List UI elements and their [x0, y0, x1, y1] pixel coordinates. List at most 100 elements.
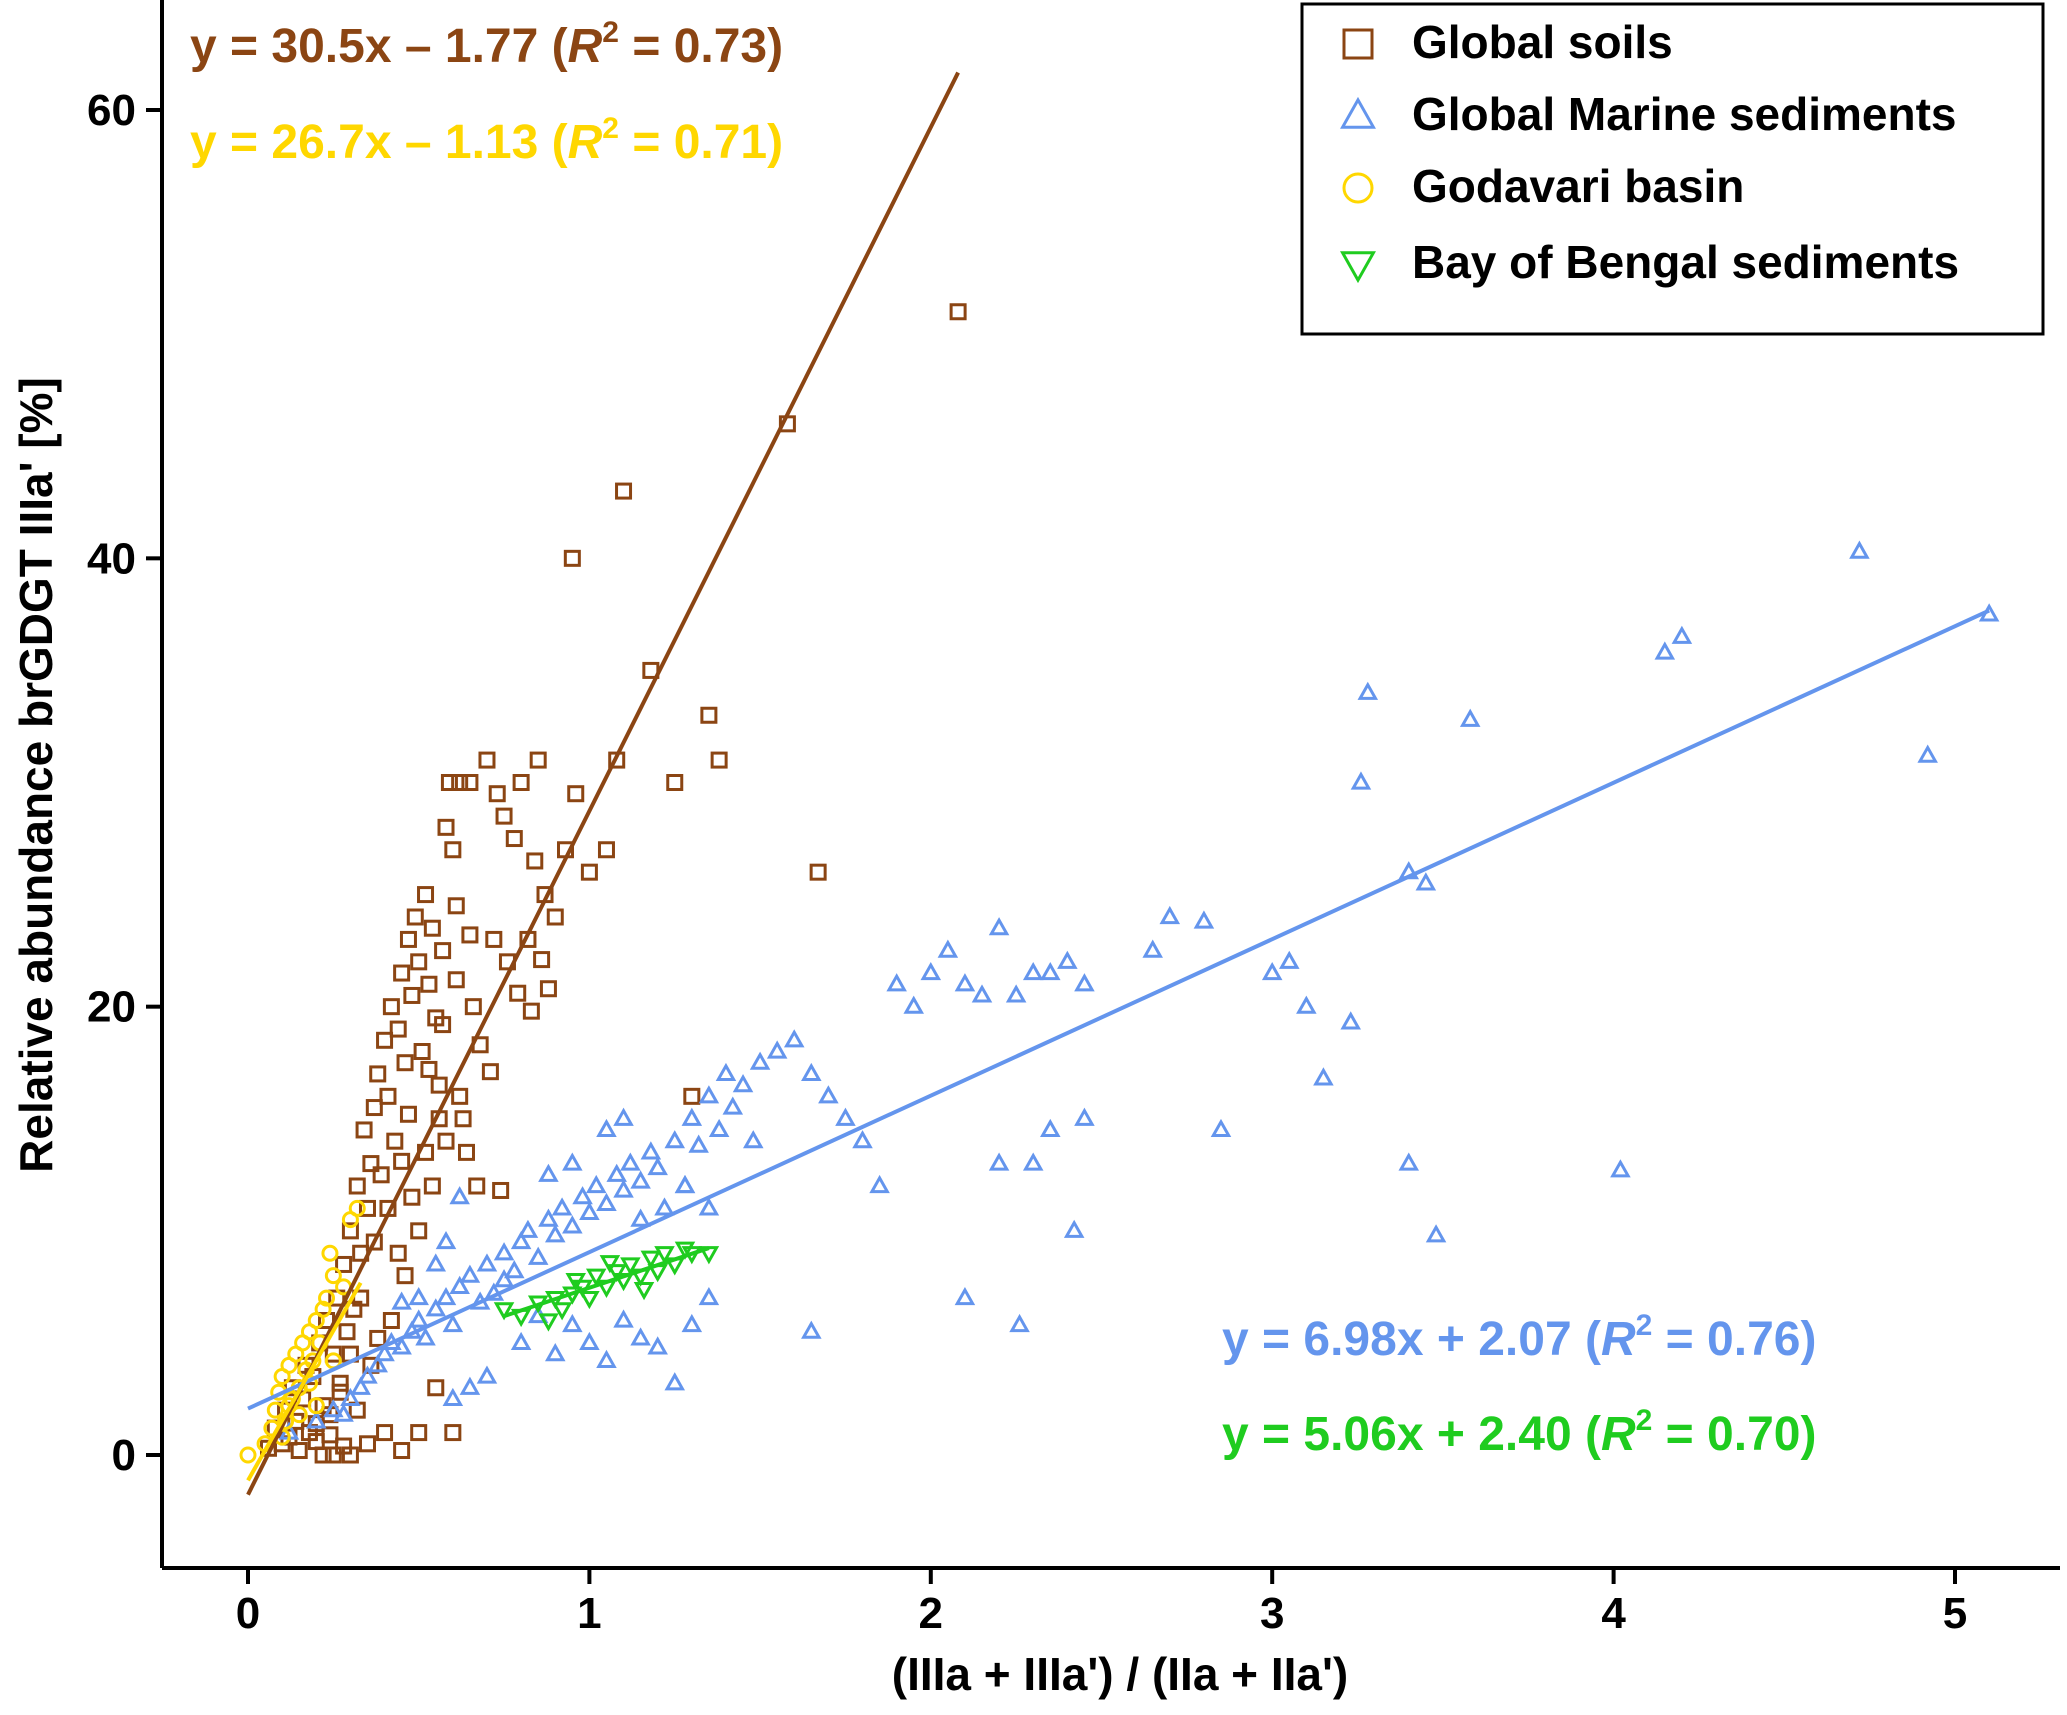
- data-point: [403, 986, 421, 1004]
- data-point: [442, 1387, 464, 1407]
- data-point: [615, 482, 633, 500]
- fit-line: [246, 71, 960, 1496]
- legend-item: Global Marine sediments: [1340, 88, 1956, 140]
- data-point: [324, 1345, 342, 1363]
- data-point: [1005, 984, 1027, 1003]
- data-point: [818, 1085, 839, 1104]
- data-point: [410, 1222, 428, 1240]
- data-point: [1425, 1224, 1447, 1243]
- data-point: [606, 1264, 627, 1283]
- data-point: [538, 1163, 559, 1182]
- data-point: [732, 1074, 754, 1093]
- data-point: [403, 1188, 421, 1206]
- data-point: [358, 1435, 376, 1453]
- data-point: [461, 926, 479, 944]
- data-point: [408, 1286, 429, 1306]
- data-point: [666, 774, 684, 791]
- data-point: [606, 1163, 627, 1182]
- data-point: [1074, 973, 1095, 992]
- data-point: [698, 1085, 720, 1104]
- x-tick-label: 4: [1601, 1589, 1626, 1638]
- x-tick-label: 0: [236, 1589, 260, 1638]
- data-point: [391, 1291, 412, 1310]
- x-tick-label: 2: [919, 1589, 943, 1638]
- data-point: [1074, 1107, 1095, 1126]
- data-point: [580, 863, 598, 881]
- data-point: [949, 303, 967, 321]
- data-point: [698, 1197, 720, 1216]
- data-point: [454, 1110, 472, 1128]
- x-tick-label: 1: [577, 1589, 601, 1638]
- legend-label: Bay of Bengal sediments: [1412, 236, 1959, 288]
- fit-line: [246, 1281, 363, 1482]
- data-point: [563, 549, 581, 567]
- data-point: [417, 886, 435, 904]
- data-point: [538, 1208, 559, 1227]
- data-point: [374, 1343, 395, 1362]
- data-point: [314, 1446, 332, 1464]
- data-point: [476, 1365, 498, 1384]
- data-point: [522, 1002, 540, 1020]
- data-point: [533, 951, 551, 969]
- data-point: [321, 1426, 339, 1444]
- data-point: [493, 1242, 515, 1261]
- data-point: [620, 1152, 641, 1171]
- y-axis-ticks: 0 20 40 60: [87, 86, 162, 1480]
- data-point: [434, 942, 452, 960]
- data-point: [459, 1264, 481, 1283]
- series-1: [278, 540, 2000, 1440]
- data-point: [427, 1379, 445, 1397]
- data-point: [314, 1300, 332, 1318]
- data-point: [562, 1152, 583, 1171]
- data-point: [420, 1060, 438, 1078]
- data-point: [664, 1372, 686, 1391]
- data-point: [442, 1313, 464, 1333]
- legend-label: Godavari basin: [1412, 160, 1744, 212]
- data-point: [579, 1331, 600, 1351]
- data-point: [290, 1406, 308, 1424]
- data-point: [674, 1174, 696, 1194]
- data-point: [585, 1268, 607, 1287]
- data-point: [722, 1096, 744, 1115]
- data-point: [654, 1246, 675, 1265]
- data-point: [544, 1224, 566, 1243]
- data-point: [340, 1387, 361, 1407]
- data-point: [396, 1054, 414, 1072]
- data-point: [348, 1177, 366, 1195]
- y-tick-label: 20: [87, 983, 136, 1032]
- data-point: [937, 939, 959, 958]
- legend-item: Godavari basin: [1342, 160, 1744, 212]
- data-point: [350, 1376, 371, 1395]
- data-point: [630, 1170, 651, 1189]
- data-point: [413, 1043, 431, 1060]
- data-point: [1040, 961, 1061, 981]
- data-point: [630, 1327, 651, 1346]
- legend-items: Global soils Global Marine sediments Godav…: [1340, 16, 1959, 288]
- data-point: [425, 1253, 447, 1272]
- data-point: [357, 1365, 378, 1384]
- data-point: [410, 1424, 428, 1442]
- x-axis-ticks: 0 1 2 3 4 5: [236, 1568, 1967, 1638]
- data-point: [688, 1134, 709, 1153]
- data-point: [437, 1132, 455, 1150]
- data-point: [464, 998, 482, 1016]
- data-point: [544, 1343, 566, 1362]
- data-point: [613, 1107, 634, 1126]
- data-point: [1022, 1152, 1044, 1171]
- data-point: [493, 1269, 515, 1288]
- data-point: [698, 1246, 720, 1265]
- data-point: [835, 1107, 856, 1126]
- data-point: [437, 818, 455, 836]
- data-point: [485, 930, 503, 948]
- data-point: [333, 1403, 354, 1422]
- data-point: [449, 1186, 470, 1205]
- data-point: [579, 1290, 600, 1310]
- data-point: [1279, 950, 1300, 969]
- data-point: [710, 751, 728, 769]
- data-point: [546, 908, 564, 926]
- data-point: [290, 1442, 308, 1460]
- data-point: [599, 1255, 621, 1274]
- data-point: [1159, 905, 1181, 925]
- data-point: [1654, 641, 1676, 660]
- data-point: [620, 1257, 641, 1276]
